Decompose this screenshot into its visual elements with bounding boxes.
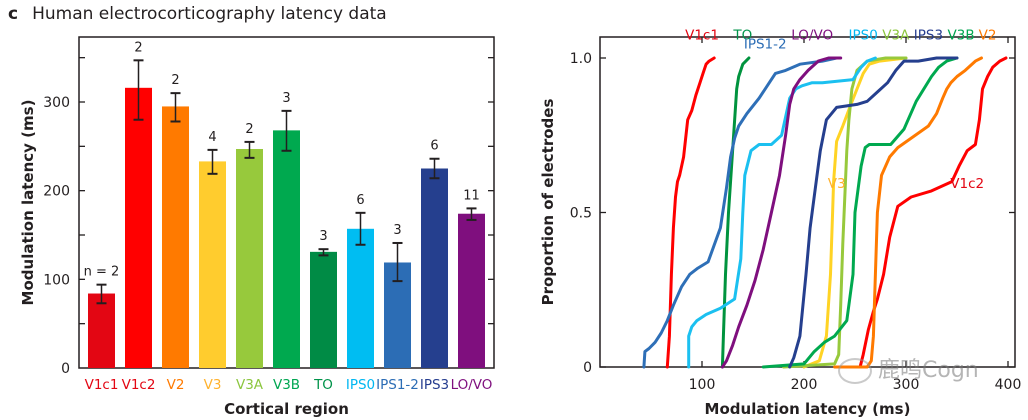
- series-label: IPS3: [914, 27, 943, 43]
- y-tick-label: 100: [43, 272, 70, 288]
- y-tick-label: 300: [43, 95, 70, 111]
- series-label: V3: [828, 176, 846, 192]
- plot-frame: [599, 36, 1016, 368]
- series-label: TO: [732, 27, 752, 43]
- series-label: V3B: [948, 27, 975, 43]
- bar-ips0: [347, 228, 374, 368]
- watermark-text: 鹿鸣Cogn: [878, 358, 979, 383]
- cdf-line-v1c1: [665, 56, 716, 369]
- series-label: LO/VO: [791, 27, 833, 43]
- series-label: V3A: [882, 27, 910, 43]
- cdf-chart: 100 200 300 400 0 0.5 1.0 Proportion of electro…: [539, 27, 1021, 418]
- n-label: 11: [463, 188, 480, 203]
- cdf-line-v3: [802, 56, 908, 369]
- n-label: n = 2: [84, 265, 120, 280]
- x-tick-label: IPS3: [420, 377, 449, 393]
- wechat-icon: [838, 358, 872, 384]
- cdf-line-lo-vo: [720, 56, 843, 369]
- n-label: 6: [430, 139, 438, 154]
- bar-to: [310, 251, 337, 368]
- x-tick-label: V3: [204, 377, 222, 393]
- bar-v2: [162, 106, 189, 368]
- bar-chart: 0 100 200 300 Modulation latency (ms) Cortica…: [19, 36, 495, 418]
- x-tick-label: V1c1: [85, 377, 119, 393]
- series-label: IPS1-2: [744, 37, 787, 53]
- cdf-line-v2: [833, 56, 983, 369]
- x-tick-label: 100: [689, 377, 716, 393]
- cdf-line-ips3: [788, 56, 959, 369]
- x-tick-label: TO: [313, 377, 333, 393]
- n-label: 3: [393, 223, 401, 238]
- series-label: V1c2: [950, 176, 984, 192]
- watermark: 鹿鸣Cogn: [838, 352, 979, 384]
- n-label: 3: [319, 229, 327, 244]
- series-label: V1c1: [685, 27, 719, 43]
- panel-title-text: Human electrocorticography latency data: [32, 4, 387, 24]
- x-tick-label: IPS0: [346, 377, 375, 393]
- n-label: 2: [171, 73, 179, 88]
- bar-v3b: [273, 130, 300, 368]
- bar-lo-vo: [458, 213, 485, 368]
- panel-title: c Human electrocorticography latency data: [8, 4, 387, 24]
- bar-v1c2: [125, 87, 152, 369]
- cdf-line-to: [720, 56, 751, 369]
- x-tick-label: V3B: [273, 377, 300, 393]
- bar-v3: [199, 161, 226, 368]
- x-tick-label: 300: [893, 377, 920, 393]
- cdf-line-v3b: [761, 56, 959, 369]
- n-label: 3: [282, 91, 290, 106]
- y-tick-label: 200: [43, 184, 70, 200]
- n-label: 6: [356, 193, 364, 208]
- y-tick-label: 0: [583, 360, 592, 376]
- bar-ips3: [421, 168, 448, 368]
- bar-v1c1: [88, 293, 115, 368]
- x-tick-label: V3A: [236, 377, 264, 393]
- x-tick-label: V1c2: [122, 377, 156, 393]
- x-tick-label: 400: [995, 377, 1022, 393]
- n-label: 4: [208, 130, 216, 145]
- x-tick-label: 200: [791, 377, 818, 393]
- cdf-line-v1c2: [858, 56, 1008, 369]
- cdf-line-ips0: [687, 56, 877, 369]
- n-label: 2: [134, 40, 142, 55]
- series-label: V2: [979, 27, 997, 43]
- x-axis-label: Modulation latency (ms): [705, 400, 911, 418]
- panel-letter: c: [8, 4, 19, 24]
- y-tick-label: 0: [61, 361, 70, 377]
- n-label: 2: [245, 122, 253, 137]
- y-axis-label: Modulation latency (ms): [19, 100, 37, 306]
- y-axis-label: Proportion of electrodes: [539, 99, 557, 306]
- cdf-line-ips1-2: [642, 56, 839, 369]
- bar-v3a: [236, 148, 263, 368]
- x-tick-label: IPS1-2: [376, 377, 419, 393]
- y-tick-label: 0.5: [570, 206, 592, 222]
- x-axis-label: Cortical region: [224, 400, 349, 418]
- x-tick-label: V2: [167, 377, 185, 393]
- y-tick-label: 1.0: [570, 51, 592, 67]
- x-tick-label: LO/VO: [451, 377, 493, 393]
- series-label: IPS0: [849, 27, 878, 43]
